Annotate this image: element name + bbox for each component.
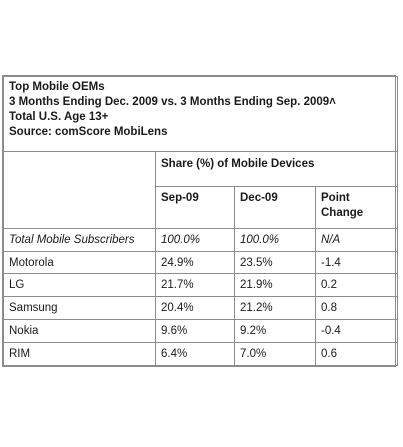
empty-corner-cell <box>3 150 156 229</box>
cell-dec09: 100.0% <box>234 227 316 252</box>
cell-sep09: 20.4% <box>155 296 235 321</box>
table-source: Source: comScore MobiLens <box>9 126 168 138</box>
table-period: 3 Months Ending Dec. 2009 vs. 3 Months E… <box>9 96 336 108</box>
cell-sep09: 6.4% <box>155 342 235 366</box>
table-row: LG 21.7% 21.9% 0.2 <box>3 273 398 298</box>
cell-point-change: 0.6 <box>315 342 398 366</box>
cell-point-change: 0.8 <box>315 296 398 321</box>
cell-point-change: N/A <box>315 227 398 252</box>
cell-dec09: 7.0% <box>234 342 316 366</box>
cell-dec09: 21.9% <box>234 273 316 298</box>
cell-dec09: 9.2% <box>234 319 316 344</box>
table-row: RIM 6.4% 7.0% 0.6 <box>3 342 398 366</box>
cell-point-change: -0.4 <box>315 319 398 344</box>
row-label: RIM <box>3 342 156 366</box>
row-label: Samsung <box>3 296 156 321</box>
group-header-share: Share (%) of Mobile Devices <box>155 150 398 188</box>
row-label: Motorola <box>3 250 156 275</box>
cell-dec09: 21.2% <box>234 296 316 321</box>
table-header: Top Mobile OEMs 3 Months Ending Dec. 200… <box>3 76 398 152</box>
row-label: LG <box>3 273 156 298</box>
cell-sep09: 24.9% <box>155 250 235 275</box>
table-row: Motorola 24.9% 23.5% -1.4 <box>3 250 398 275</box>
oem-share-table-frame: Top Mobile OEMs 3 Months Ending Dec. 200… <box>2 75 398 367</box>
cell-sep09: 9.6% <box>155 319 235 344</box>
oem-share-table: Top Mobile OEMs 3 Months Ending Dec. 200… <box>3 76 398 366</box>
column-header-sep09: Sep-09 <box>155 186 235 229</box>
cell-sep09: 21.7% <box>155 273 235 298</box>
table-row: Nokia 9.6% 9.2% -0.4 <box>3 319 398 344</box>
column-header-point-change: Point Change <box>315 186 398 229</box>
row-label: Nokia <box>3 319 156 344</box>
table-title: Top Mobile OEMs <box>9 81 105 93</box>
table-row: Total Mobile Subscribers 100.0% 100.0% N… <box>3 227 398 252</box>
cell-point-change: -1.4 <box>315 250 398 275</box>
cell-dec09: 23.5% <box>234 250 316 275</box>
table-row: Samsung 20.4% 21.2% 0.8 <box>3 296 398 321</box>
row-label: Total Mobile Subscribers <box>3 227 156 252</box>
column-header-dec09: Dec-09 <box>234 186 316 229</box>
table-population: Total U.S. Age 13+ <box>9 111 109 123</box>
cell-point-change: 0.2 <box>315 273 398 298</box>
cell-sep09: 100.0% <box>155 227 235 252</box>
